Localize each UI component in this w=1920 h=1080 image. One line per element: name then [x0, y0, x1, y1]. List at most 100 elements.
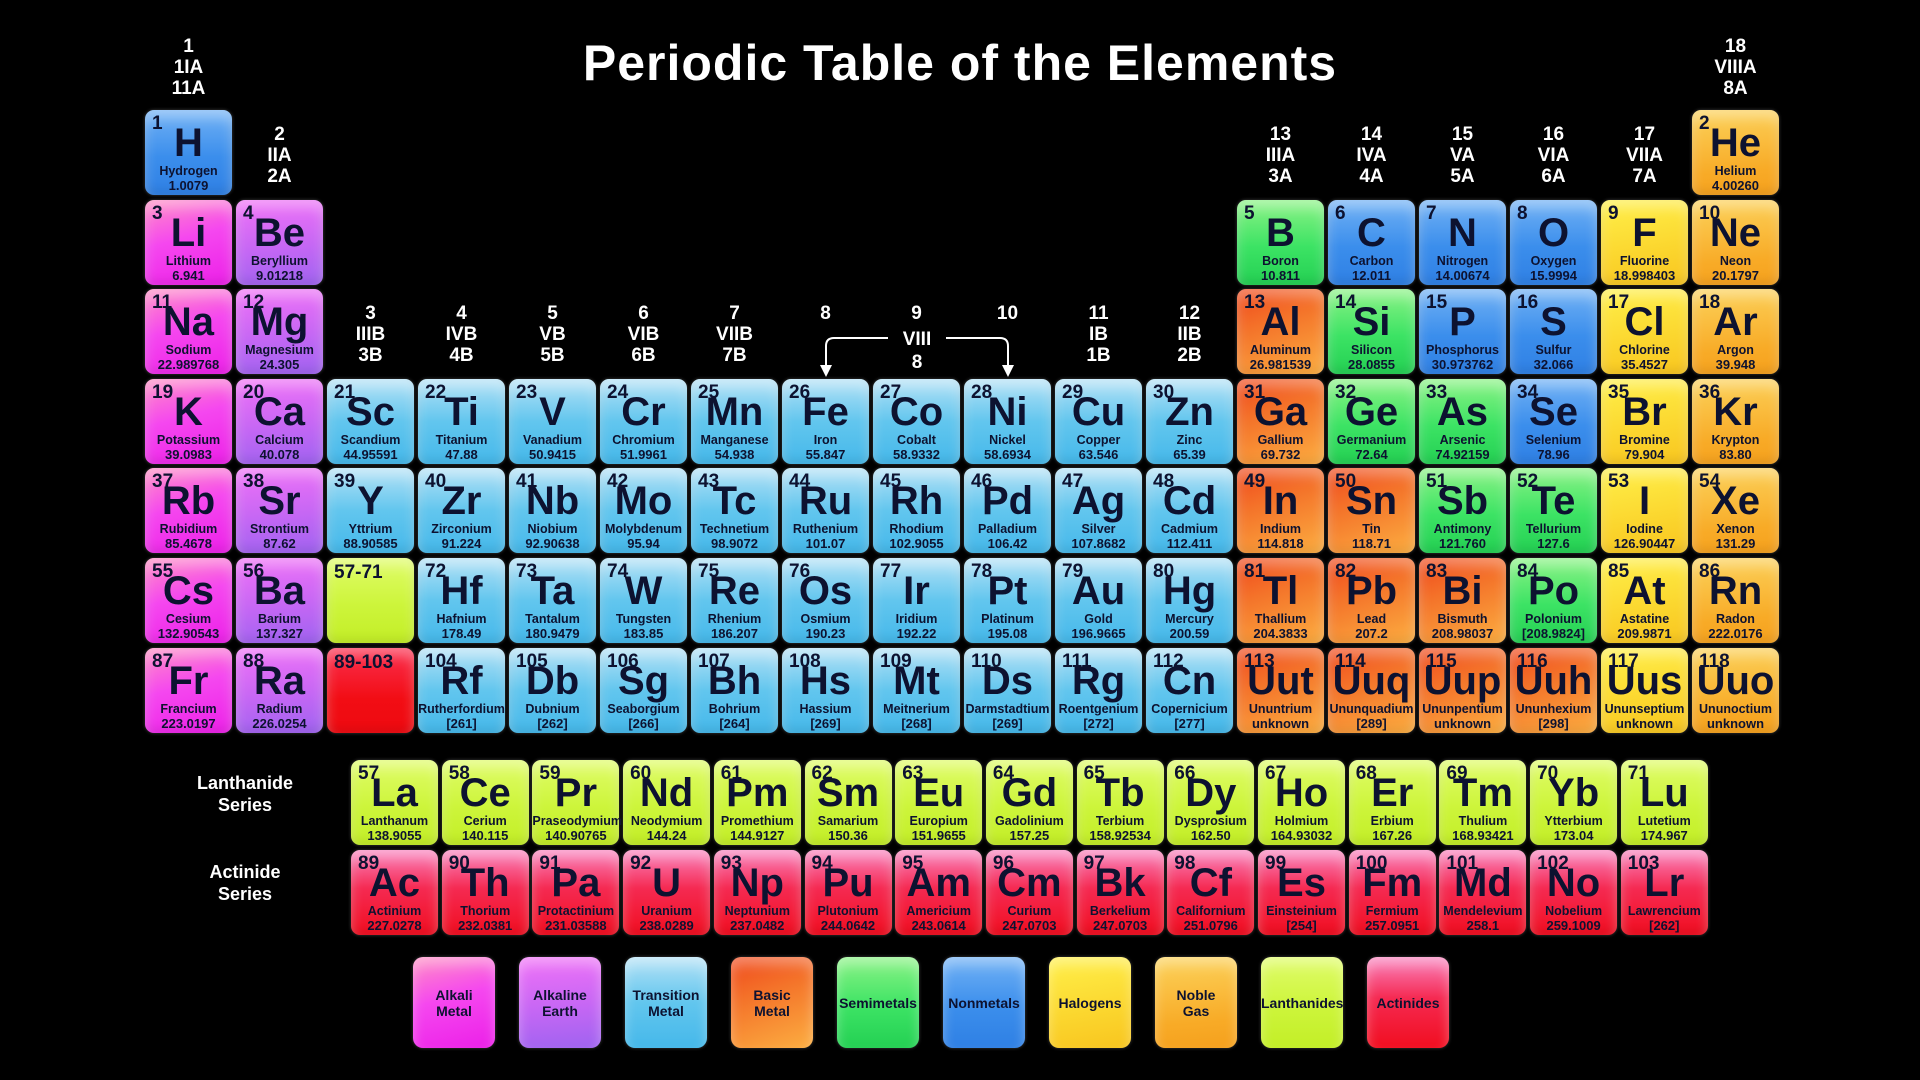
element-tile-ag: 47 Ag Silver 107.8682 — [1055, 468, 1142, 554]
atomic-mass: 39.948 — [1715, 357, 1756, 373]
element-name: Nickel — [989, 432, 1026, 447]
atomic-mass: [262] — [537, 715, 568, 731]
element-symbol: Lr — [1644, 861, 1685, 905]
atomic-number: 48 — [1153, 471, 1175, 493]
element-tile-yb: 70 Yb Ytterbium 173.04 — [1530, 760, 1618, 845]
element-name: Darmstadtium — [965, 701, 1050, 716]
group-header-line: VIA — [1537, 145, 1570, 166]
element-tile-bk: 97 Bk Berkelium 247.0703 — [1076, 850, 1164, 935]
element-symbol: Ce — [459, 771, 511, 815]
element-name: Neon — [1719, 253, 1752, 268]
element-name: Xenon — [1716, 522, 1755, 537]
atomic-mass: 6.941 — [172, 267, 205, 283]
element-name: Radium — [256, 701, 303, 716]
element-name: Germanium — [1336, 432, 1407, 447]
atomic-mass: 157.25 — [1009, 828, 1050, 843]
atomic-number: 16 — [1517, 292, 1539, 314]
element-symbol: Uut — [1247, 658, 1314, 703]
element-symbol: Nb — [525, 479, 580, 524]
atomic-number: 31 — [1244, 381, 1266, 403]
atomic-mass: [277] — [1174, 715, 1205, 731]
atomic-number: 30 — [1153, 381, 1175, 403]
element-name: Thorium — [460, 904, 511, 918]
element-tile-sn: 50 Sn Tin 118.71 — [1328, 468, 1415, 554]
element-tile-p: 15 P Phosphorus 30.973762 — [1419, 289, 1506, 375]
element-name: Erbium — [1370, 814, 1414, 828]
atomic-mass: [268] — [901, 715, 932, 731]
element-symbol: Eu — [913, 771, 965, 815]
element-symbol: Sr — [258, 479, 301, 524]
group-header-line: VIIIA — [1714, 57, 1757, 78]
legend-swatch-alkaline: Alkaline Earth — [519, 957, 601, 1048]
element-tile-lu: 71 Lu Lutetium 174.967 — [1620, 760, 1708, 845]
element-tile-li: 3 Li Lithium 6.941 — [145, 199, 232, 285]
atomic-number: 52 — [1517, 471, 1539, 493]
group-header-line: IIIA — [1265, 145, 1296, 166]
atomic-number: 110 — [971, 650, 1002, 672]
element-tile-pt: 78 Pt Platinum 195.08 — [964, 558, 1051, 643]
atomic-number: 105 — [516, 650, 548, 672]
element-name: Silver — [1081, 522, 1116, 537]
element-tile-be: 4 Be Beryllium 9.01218 — [236, 199, 323, 285]
group-header-6: 6 VIB 6B — [600, 303, 687, 366]
element-symbol: Pb — [1345, 569, 1398, 613]
element-name: Tellurium — [1525, 522, 1582, 537]
atomic-mass: [269] — [992, 715, 1023, 731]
element-symbol: C — [1357, 210, 1386, 255]
element-name: Polonium — [1525, 612, 1582, 626]
element-tile-th: 90 Th Thorium 232.0381 — [441, 850, 529, 935]
atomic-mass: 259.1009 — [1546, 918, 1601, 933]
group-header-line: 10 — [996, 303, 1019, 324]
element-symbol: Uup — [1423, 658, 1502, 703]
element-tile-zr: 40 Zr Zirconium 91.224 — [418, 468, 505, 554]
atomic-mass: 54.938 — [714, 446, 755, 462]
element-name: Selenium — [1525, 432, 1582, 447]
group-header-line: 8A — [1723, 78, 1748, 99]
element-symbol: Xe — [1711, 479, 1760, 524]
element-tile-cl: 17 Cl Chlorine 35.4527 — [1601, 289, 1688, 375]
atomic-mass: 138.9055 — [367, 828, 422, 843]
element-tile-as: 33 As Arsenic 74.92159 — [1419, 378, 1506, 464]
element-symbol: Pa — [551, 861, 601, 905]
group-header-line: 8 — [820, 303, 831, 324]
atomic-number: 89 — [358, 853, 380, 874]
element-symbol: At — [1623, 569, 1666, 613]
element-name: Bohrium — [708, 701, 761, 716]
element-tile-ra: 88 Ra Radium 226.0254 — [236, 647, 323, 733]
element-symbol: Ge — [1344, 389, 1399, 434]
element-name: Lutetium — [1637, 814, 1691, 828]
atomic-mass: 47.88 — [445, 446, 478, 462]
atomic-mass: 174.967 — [1640, 828, 1688, 843]
atomic-mass: 164.93032 — [1270, 828, 1333, 843]
group-header-line: VIIA — [1626, 145, 1663, 166]
element-symbol: Mt — [893, 658, 940, 703]
legend-swatch-basic: Basic Metal — [731, 957, 813, 1048]
atomic-number: 67 — [1265, 763, 1287, 784]
series-label-line: Series — [217, 795, 273, 815]
group-header-line: 4 — [456, 303, 467, 324]
element-name: Ununpentium — [1422, 701, 1503, 716]
element-tile-pr: 59 Pr Praseodymium 140.90765 — [532, 760, 622, 845]
element-name: Ruthenium — [792, 522, 859, 537]
element-symbol: Sg — [617, 658, 670, 703]
element-symbol: W — [624, 569, 663, 613]
atomic-number: 35 — [1608, 381, 1630, 403]
legend-label: Basic Metal — [753, 986, 791, 1019]
atomic-mass: 232.0381 — [458, 918, 513, 933]
element-symbol: Tc — [712, 479, 757, 524]
element-name: Neptunium — [724, 904, 790, 918]
group-header-line: 11 — [1088, 303, 1109, 324]
element-tile-sb: 51 Sb Antimony 121.760 — [1419, 468, 1506, 554]
atomic-mass: 35.4527 — [1621, 357, 1668, 373]
series-label-line: Series — [217, 884, 273, 904]
element-symbol: F — [1632, 210, 1657, 255]
atomic-number: 9 — [1608, 202, 1619, 224]
element-tile-hg: 80 Hg Mercury 200.59 — [1146, 558, 1233, 643]
element-symbol: Ba — [253, 569, 306, 613]
atomic-mass: 1.0079 — [168, 178, 209, 193]
atomic-mass: 40.078 — [259, 446, 300, 462]
group-header-line: 12 — [1178, 303, 1201, 324]
atomic-number: 47 — [1062, 471, 1084, 493]
atomic-mass: 247.0703 — [1002, 918, 1057, 933]
group-header-line: IB — [1089, 324, 1108, 345]
